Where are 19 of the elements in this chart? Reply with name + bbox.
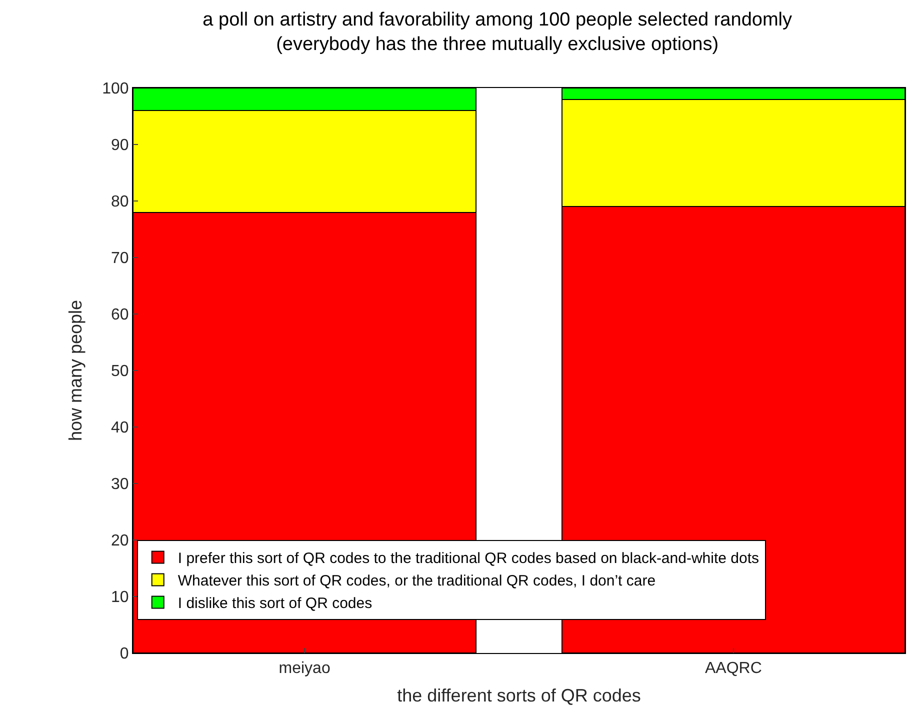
y-tick-label: 80: [111, 194, 129, 211]
chart-title: a poll on artistry and favorability among 100 people selected randomly (everybody has the three mutually exclusive options): [202, 9, 793, 56]
x-tick-label: AAQRC: [704, 660, 762, 678]
y-tick-label: 70: [111, 250, 129, 268]
y-tick-label: 10: [111, 589, 129, 606]
legend-label: I prefer this sort of QR codes to the traditional QR codes based on black-and-white dots: [178, 550, 759, 568]
legend-label: I dislike this sort of QR codes: [178, 595, 372, 612]
y-axis-title: how many people: [65, 300, 86, 442]
y-tick-label: 60: [111, 306, 129, 324]
y-tick-label: 20: [111, 532, 129, 550]
y-tick-label: 50: [111, 363, 129, 380]
x-axis-title: the different sorts of QR codes: [397, 685, 641, 706]
legend-label: Whatever this sort of QR codes, or the traditional QR codes, I don’t care: [178, 572, 656, 590]
x-tick-label: meiyao: [278, 660, 330, 678]
y-tick-label: 40: [111, 420, 129, 437]
y-tick-label: 90: [111, 137, 129, 154]
y-tick-label: 30: [111, 476, 129, 494]
y-tick-label: 0: [120, 646, 129, 663]
y-tick-label: 100: [102, 80, 129, 98]
